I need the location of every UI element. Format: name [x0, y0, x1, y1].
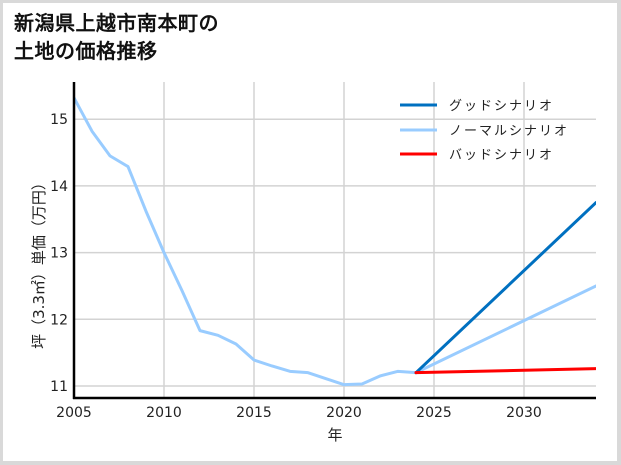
x-axis-label: 年 — [327, 426, 342, 444]
legend-item: グッドシナリオ — [400, 99, 554, 114]
grid-lines — [73, 82, 596, 398]
y-tick-label: 11 — [50, 379, 68, 395]
series-line — [414, 284, 596, 375]
x-tick-label: 2020 — [326, 405, 362, 421]
x-tick-label: 2030 — [506, 405, 542, 421]
y-tick-label: 14 — [50, 179, 68, 195]
x-tick-label: 2015 — [236, 405, 272, 421]
y-tick-label: 13 — [50, 246, 68, 262]
x-tick-label: 2005 — [56, 405, 92, 421]
y-tick-label: 15 — [50, 112, 68, 128]
chart-title-line1: 新潟県上越市南本町の — [14, 11, 219, 35]
y-tick-label: 12 — [50, 312, 68, 328]
chart-title-line2: 土地の価格推移 — [14, 39, 158, 63]
legend-label: バッドシナリオ — [449, 148, 554, 163]
y-tick-labels: 15 14 13 12 11 — [50, 112, 68, 395]
legend-label: グッドシナリオ — [449, 99, 554, 114]
legend-item: ノーマルシナリオ — [400, 124, 569, 139]
x-tick-labels: 2005 2010 2015 2020 2025 2030 — [56, 405, 542, 421]
x-tick-label: 2025 — [416, 405, 452, 421]
series-lines — [74, 96, 596, 387]
legend-label: ノーマルシナリオ — [449, 124, 569, 139]
series-line — [74, 96, 418, 387]
axes — [72, 82, 596, 400]
series-line — [414, 201, 596, 375]
chart-title: 新潟県上越市南本町の 土地の価格推移 — [14, 9, 219, 65]
series-line — [414, 367, 596, 375]
y-axis-label: 坪（3.3㎡）単価（万円） — [30, 175, 48, 349]
x-tick-label: 2010 — [146, 405, 182, 421]
legend-item: バッドシナリオ — [400, 148, 554, 163]
